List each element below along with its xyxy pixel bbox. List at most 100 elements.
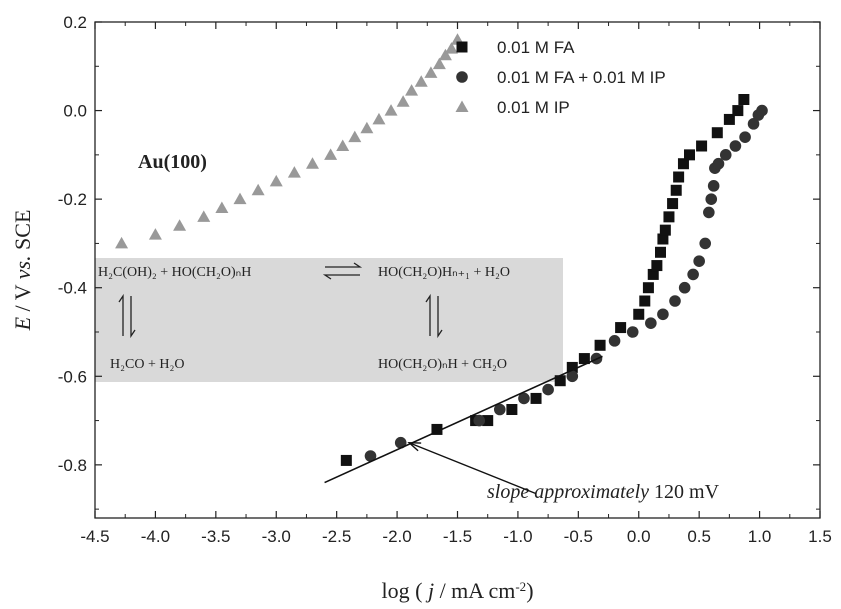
data-point-triangle — [396, 95, 410, 107]
vertical-arrow-up-left — [118, 293, 124, 336]
data-point-circle — [729, 140, 742, 152]
x-tick-label: -0.5 — [564, 527, 593, 546]
y-tick-label: -0.4 — [58, 279, 87, 298]
data-point-circle — [657, 308, 669, 321]
data-point-circle — [712, 157, 725, 170]
data-point-circle — [518, 392, 530, 405]
data-point-square — [670, 184, 682, 196]
data-point-triangle — [405, 84, 419, 96]
data-point-circle — [756, 104, 768, 117]
data-point-circle — [626, 326, 639, 338]
x-axis-label-var: j — [425, 578, 434, 603]
data-point-circle — [693, 255, 705, 267]
data-point-circle — [669, 295, 681, 307]
data-point-square — [651, 260, 663, 272]
data-point-circle — [566, 370, 579, 383]
x-tick-label: 1.0 — [748, 527, 772, 546]
data-point-triangle — [115, 236, 129, 249]
data-point-square — [506, 404, 518, 415]
surface-label: Au(100) — [138, 151, 207, 173]
data-point-circle — [699, 237, 712, 250]
slope-annotation-value: 120 mV — [649, 481, 720, 503]
data-point-square — [530, 392, 542, 404]
data-point-triangle — [438, 48, 452, 61]
y-tick-label: -0.6 — [58, 367, 87, 386]
data-point-square — [647, 268, 659, 280]
data-point-circle — [394, 436, 407, 449]
data-point-circle — [703, 206, 715, 219]
x-tick-label: -1.5 — [443, 527, 472, 546]
data-point-triangle — [384, 104, 398, 116]
data-point-triangle — [432, 57, 446, 70]
data-point-square — [667, 198, 679, 210]
y-axis-label: E / V vs. SCE — [10, 210, 35, 332]
data-point-square — [578, 353, 590, 365]
x-axis-label-close: ) — [526, 578, 533, 603]
legend-marker-square — [456, 41, 468, 53]
data-point-triangle — [215, 201, 229, 213]
data-point-circle — [687, 268, 699, 281]
data-point-circle — [608, 335, 621, 347]
y-axis-label-ref: SCE — [10, 210, 35, 256]
slope-arrow-shaft — [408, 442, 537, 495]
data-point-square — [711, 127, 723, 139]
data-point-circle — [739, 131, 751, 143]
y-tick-label: 0.0 — [63, 102, 87, 121]
data-point-circle — [542, 383, 554, 396]
x-tick-label: 0.0 — [627, 527, 651, 546]
vertical-arrow-down-left — [130, 296, 136, 339]
data-point-circle — [678, 281, 691, 294]
data-point-circle — [747, 118, 760, 130]
data-point-triangle — [306, 157, 319, 169]
data-point-triangle — [372, 112, 386, 125]
legend-layer: 0.01 M FA 0.01 M FA + 0.01 M IP 0.01 M IP — [455, 38, 666, 117]
data-point-square — [738, 94, 750, 105]
equation-2-right: HO(CH₂O)ₙH + CH₂O — [378, 357, 507, 372]
y-axis-label-unit: / V — [10, 279, 35, 317]
reaction-box — [95, 258, 563, 382]
series-layer — [115, 33, 768, 466]
data-point-square — [566, 361, 578, 373]
data-point-triangle — [348, 130, 362, 143]
data-point-square — [639, 295, 651, 307]
data-point-triangle — [324, 148, 338, 160]
y-tick-label: -0.2 — [58, 190, 87, 209]
x-axis-label-text: log ( — [381, 578, 427, 603]
data-point-circle — [364, 450, 377, 462]
data-point-circle — [645, 317, 657, 329]
data-point-triangle — [287, 166, 301, 178]
data-point-triangle — [148, 228, 162, 240]
data-point-square — [696, 140, 708, 152]
y-axis-label-var: E — [10, 316, 35, 331]
x-axis-label-exp: -2 — [515, 579, 526, 594]
reaction-box-layer: H₂C(OH)₂ + HO(CH₂O)ₙH HO(CH₂O)Hₙ₊₁ + H₂O H… — [95, 258, 563, 382]
data-point-square — [594, 339, 606, 351]
data-point-triangle — [269, 174, 283, 187]
vertical-arrow-down-right — [437, 296, 443, 339]
x-tick-label: 0.5 — [687, 527, 711, 546]
data-point-square — [663, 211, 675, 223]
data-point-circle — [493, 403, 506, 416]
x-tick-label: -3.0 — [262, 527, 291, 546]
y-tick-label: 0.2 — [63, 13, 87, 32]
tafel-fit-line — [324, 355, 603, 484]
data-point-square — [659, 224, 671, 236]
data-point-circle — [705, 193, 718, 205]
x-tick-label: -4.0 — [141, 527, 170, 546]
data-point-square — [655, 246, 666, 258]
x-tick-label: -1.0 — [503, 527, 532, 546]
equation-1-left: H₂C(OH)₂ + HO(CH₂O)ₙH — [98, 265, 251, 280]
x-tick-label: -3.5 — [201, 527, 230, 546]
data-point-square — [633, 308, 645, 320]
legend-marker-triangle — [455, 100, 469, 112]
legend-label: 0.01 M IP — [497, 98, 570, 117]
data-point-square — [677, 158, 689, 170]
x-axis-label-unit: / mA cm — [434, 578, 515, 603]
data-point-square — [673, 171, 685, 183]
data-point-square — [657, 233, 669, 245]
slope-annotation-text: slope approximately — [487, 481, 649, 503]
data-point-triangle — [414, 75, 428, 87]
data-point-triangle — [233, 192, 247, 205]
equilibrium-arrow-back — [322, 274, 360, 280]
